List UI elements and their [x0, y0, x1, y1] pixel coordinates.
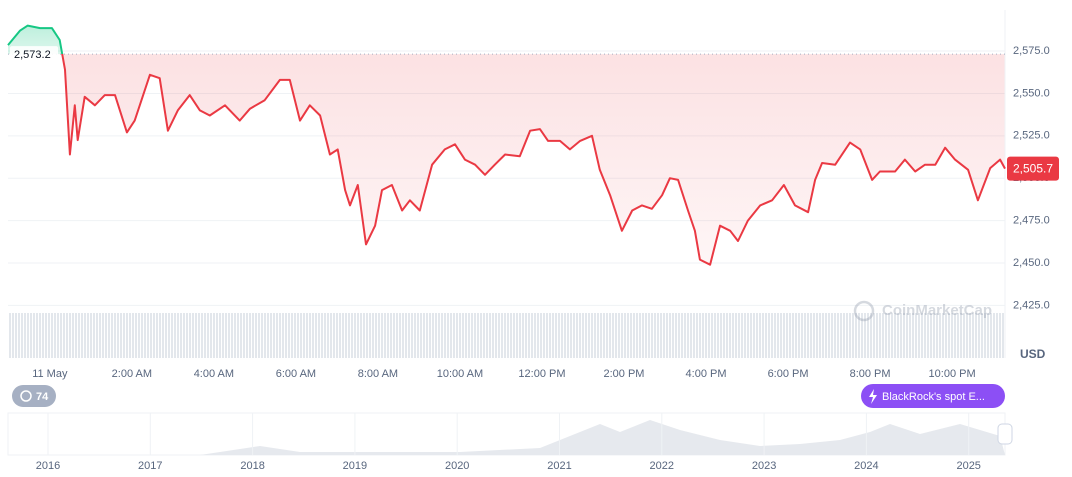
price-line [7, 24, 1006, 266]
x-tick-label: 8:00 AM [358, 368, 398, 380]
navigator-area [8, 420, 1005, 455]
x-tick-label: 10:00 AM [437, 368, 483, 380]
y-tick-label: 2,425.0 [1013, 299, 1050, 311]
watermark: CoinMarketCap [853, 300, 992, 322]
x-tick-label: 8:00 PM [850, 368, 891, 380]
currency-label: USD [1020, 347, 1046, 361]
y-tick-label: 2,550.0 [1013, 87, 1050, 99]
navigator-year: 2023 [752, 460, 776, 472]
baseline-label: 2,573.2 [14, 49, 51, 61]
navigator-year: 2017 [138, 460, 162, 472]
x-tick-label: 4:00 PM [686, 368, 727, 380]
y-tick-label: 2,525.0 [1013, 130, 1050, 142]
navigator-year: 2021 [547, 460, 571, 472]
navigator-year: 2019 [343, 460, 367, 472]
y-tick-label: 2,450.0 [1013, 257, 1050, 269]
x-tick-label: 2:00 PM [604, 368, 645, 380]
navigator-year: 2022 [650, 460, 674, 472]
navigator-year: 2025 [956, 460, 980, 472]
price-area [8, 25, 1005, 265]
annotation-text: BlackRock's spot E... [882, 391, 985, 403]
navigator-year: 2018 [240, 460, 264, 472]
x-tick-label: 12:00 PM [518, 368, 565, 380]
navigator-year: 2020 [445, 460, 469, 472]
current-price-label: 2,505.7 [1013, 162, 1053, 176]
y-tick-label: 2,475.0 [1013, 215, 1050, 227]
badge[interactable]: 74 [12, 385, 56, 407]
x-tick-label: 6:00 AM [276, 368, 316, 380]
x-tick-label: 4:00 AM [194, 368, 234, 380]
x-tick-label: 2:00 AM [112, 368, 152, 380]
badge-count: 74 [36, 391, 49, 403]
x-tick-label: 6:00 PM [768, 368, 809, 380]
navigator-year: 2016 [36, 460, 60, 472]
x-tick-label: 11 May [32, 368, 68, 380]
navigator-year: 2024 [854, 460, 878, 472]
volume-bars [8, 313, 1005, 358]
navigator-handle[interactable] [997, 423, 1013, 445]
current-price-tag [1007, 156, 1059, 181]
annotation[interactable]: BlackRock's spot E... [861, 384, 1005, 408]
baseline-label-bg [10, 46, 58, 63]
watermark-text: CoinMarketCap [882, 302, 992, 319]
y-tick-label: 2,575.0 [1013, 45, 1050, 57]
x-tick-label: 10:00 PM [929, 368, 976, 380]
